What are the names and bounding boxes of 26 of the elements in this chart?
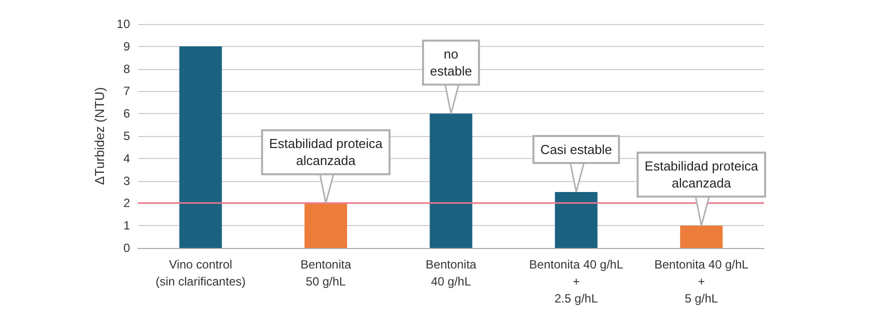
y-tick-label: 6	[123, 106, 130, 121]
annotation: Casi estable	[540, 142, 612, 157]
x-tick-label: Vino control (sin clarificantes)	[156, 258, 246, 288]
bar	[304, 203, 348, 248]
y-axis-title: ΔTurbidez (NTU)	[92, 87, 107, 185]
y-tick-label: 8	[123, 62, 130, 76]
annotation: Estabilidad proteica alcanzada	[644, 158, 759, 191]
bar	[430, 114, 472, 248]
x-tick-label: Bentonita 40 g/hL + 5 g/hL	[654, 258, 749, 306]
y-tick-label: 10	[116, 17, 130, 31]
annotation: Estabilidad proteica alcanzada	[269, 136, 384, 168]
y-tick-label: 3	[123, 174, 130, 188]
x-tick-label: Bentonita 40 g/hL + 2.5 g/hL	[529, 258, 624, 306]
y-tick-label: 5	[123, 129, 130, 143]
y-tick-label: 9	[123, 39, 130, 54]
bar	[680, 226, 723, 248]
y-tick-label: 2	[123, 196, 130, 210]
bar	[554, 192, 598, 248]
y-tick-label: 4	[123, 151, 130, 166]
annotation: no estable	[430, 46, 472, 79]
bar	[179, 46, 222, 248]
x-tick-label: Bentonita 40 g/hL	[426, 258, 477, 288]
y-tick-label: 1	[123, 218, 130, 233]
y-tick-label: 0	[123, 241, 130, 255]
x-tick-label: Bentonita 50 g/hL	[300, 258, 352, 288]
y-tick-label: 7	[123, 84, 130, 98]
